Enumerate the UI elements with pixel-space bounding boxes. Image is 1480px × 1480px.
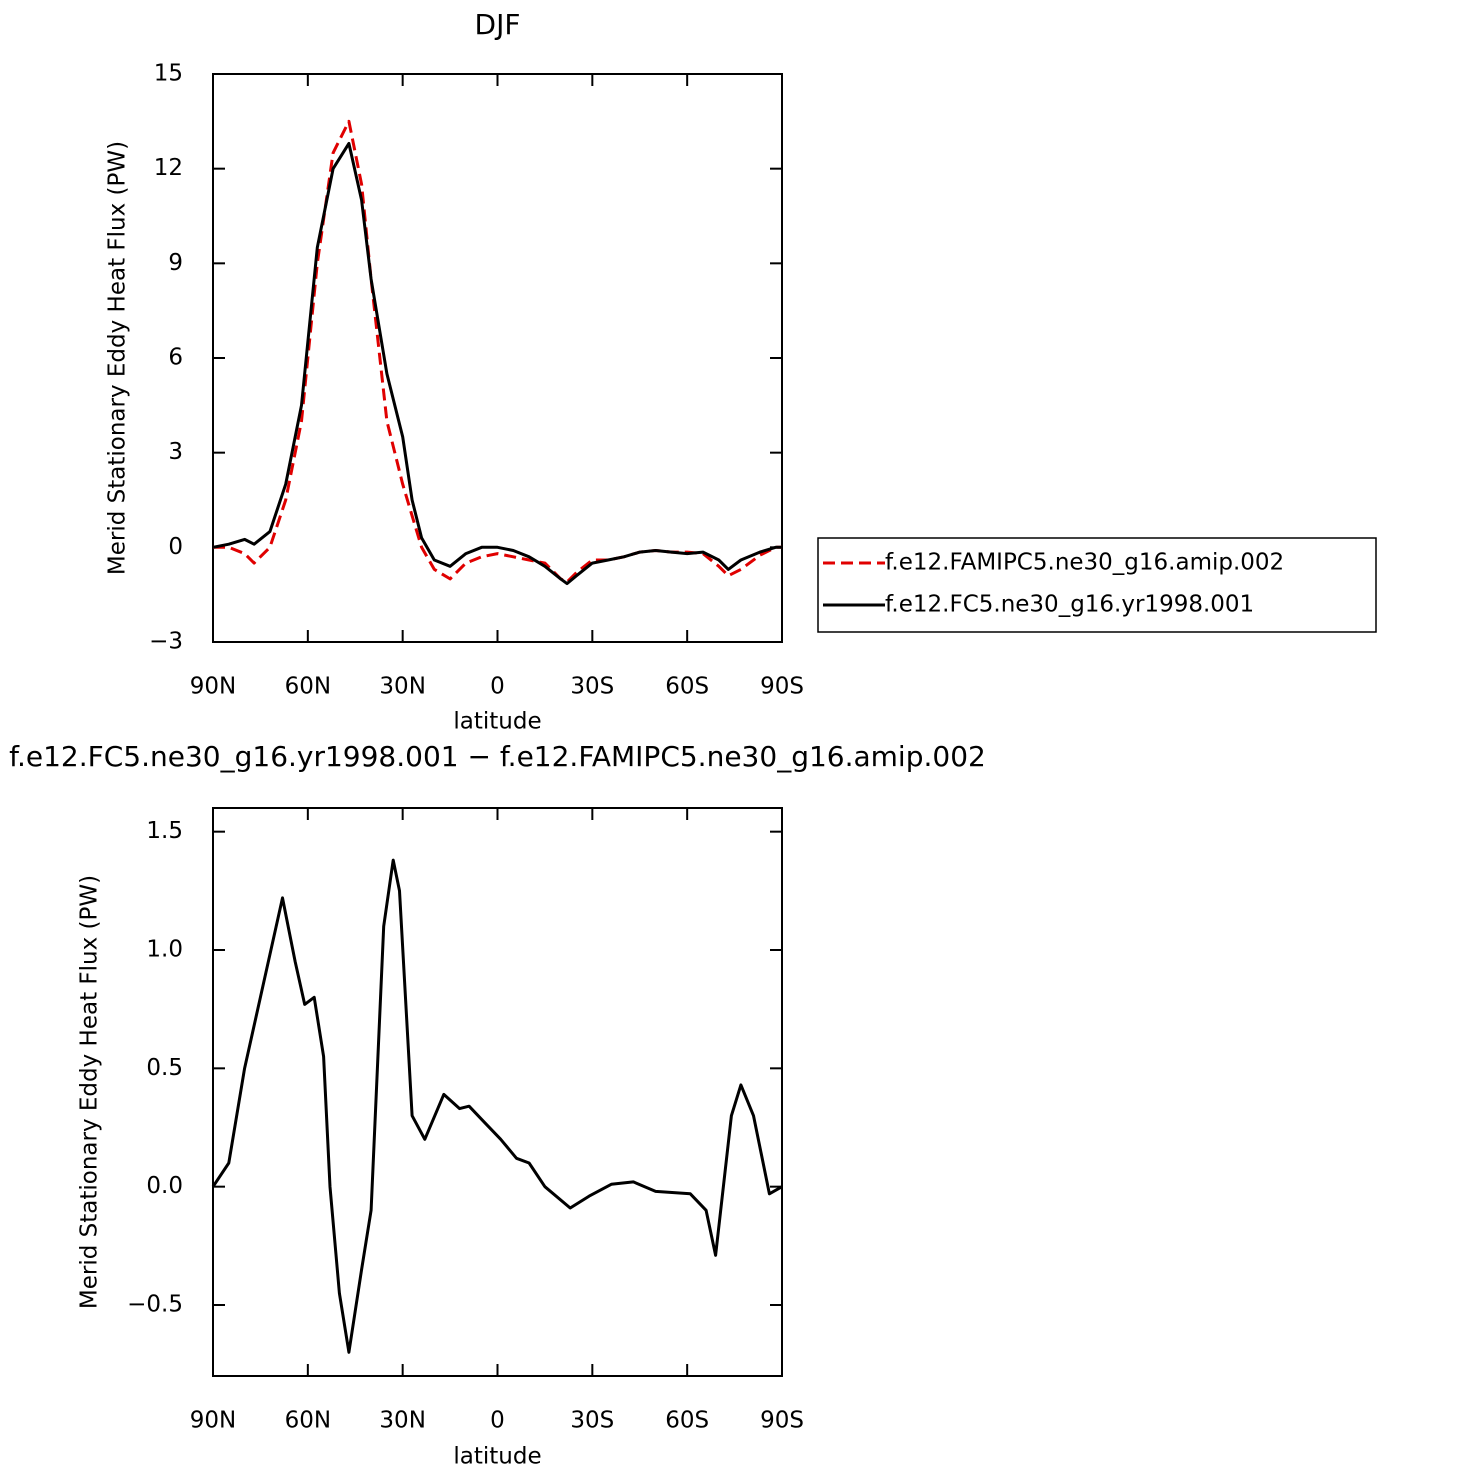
x-tick-label: 30S (570, 1408, 614, 1434)
y-tick-label: 12 (154, 155, 183, 181)
x-tick-label: 0 (490, 1408, 505, 1434)
y-tick-label: 1.5 (146, 818, 183, 844)
x-tick-label: 30N (379, 1408, 425, 1434)
x-axis-label: latitude (453, 1444, 541, 1470)
x-tick-label: 90S (760, 1408, 804, 1434)
y-tick-label: 0.5 (146, 1055, 183, 1081)
plot-frame (212, 73, 783, 643)
x-tick-label: 60N (285, 1408, 331, 1434)
legend-label: f.e12.FC5.ne30_g16.yr1998.001 (885, 592, 1254, 618)
y-tick-label: −0.5 (127, 1292, 183, 1318)
legend-label: f.e12.FAMIPC5.ne30_g16.amip.002 (885, 550, 1284, 576)
x-tick-label: 60S (665, 674, 709, 700)
y-tick-label: 1.0 (146, 937, 183, 963)
plot-frame (212, 807, 783, 1377)
y-tick-label: 3 (168, 439, 183, 465)
y-tick-label: 15 (154, 61, 183, 87)
y-axis-label: Merid Stationary Eddy Heat Flux (PW) (77, 875, 103, 1309)
x-tick-label: 90S (760, 674, 804, 700)
chart-title: DJF (475, 8, 521, 41)
x-tick-label: 30N (379, 674, 425, 700)
x-tick-label: 0 (490, 674, 505, 700)
y-tick-label: 6 (168, 345, 183, 371)
data-line (211, 858, 783, 1354)
legend-box (817, 537, 1377, 633)
y-axis-label: Merid Stationary Eddy Heat Flux (PW) (105, 141, 131, 575)
chart-title: f.e12.FC5.ne30_g16.yr1998.001 − f.e12.FA… (9, 740, 986, 773)
x-tick-label: 90N (190, 1408, 236, 1434)
x-tick-label: 60N (285, 674, 331, 700)
data-line (213, 119, 782, 584)
y-tick-label: 0 (168, 534, 183, 560)
x-axis-label: latitude (453, 709, 541, 735)
data-line (212, 141, 782, 586)
x-tick-label: 90N (190, 674, 236, 700)
y-tick-label: 0.0 (146, 1173, 183, 1199)
y-tick-label: −3 (149, 629, 183, 655)
y-tick-label: 9 (168, 250, 183, 276)
x-tick-label: 30S (570, 674, 614, 700)
x-tick-label: 60S (665, 1408, 709, 1434)
